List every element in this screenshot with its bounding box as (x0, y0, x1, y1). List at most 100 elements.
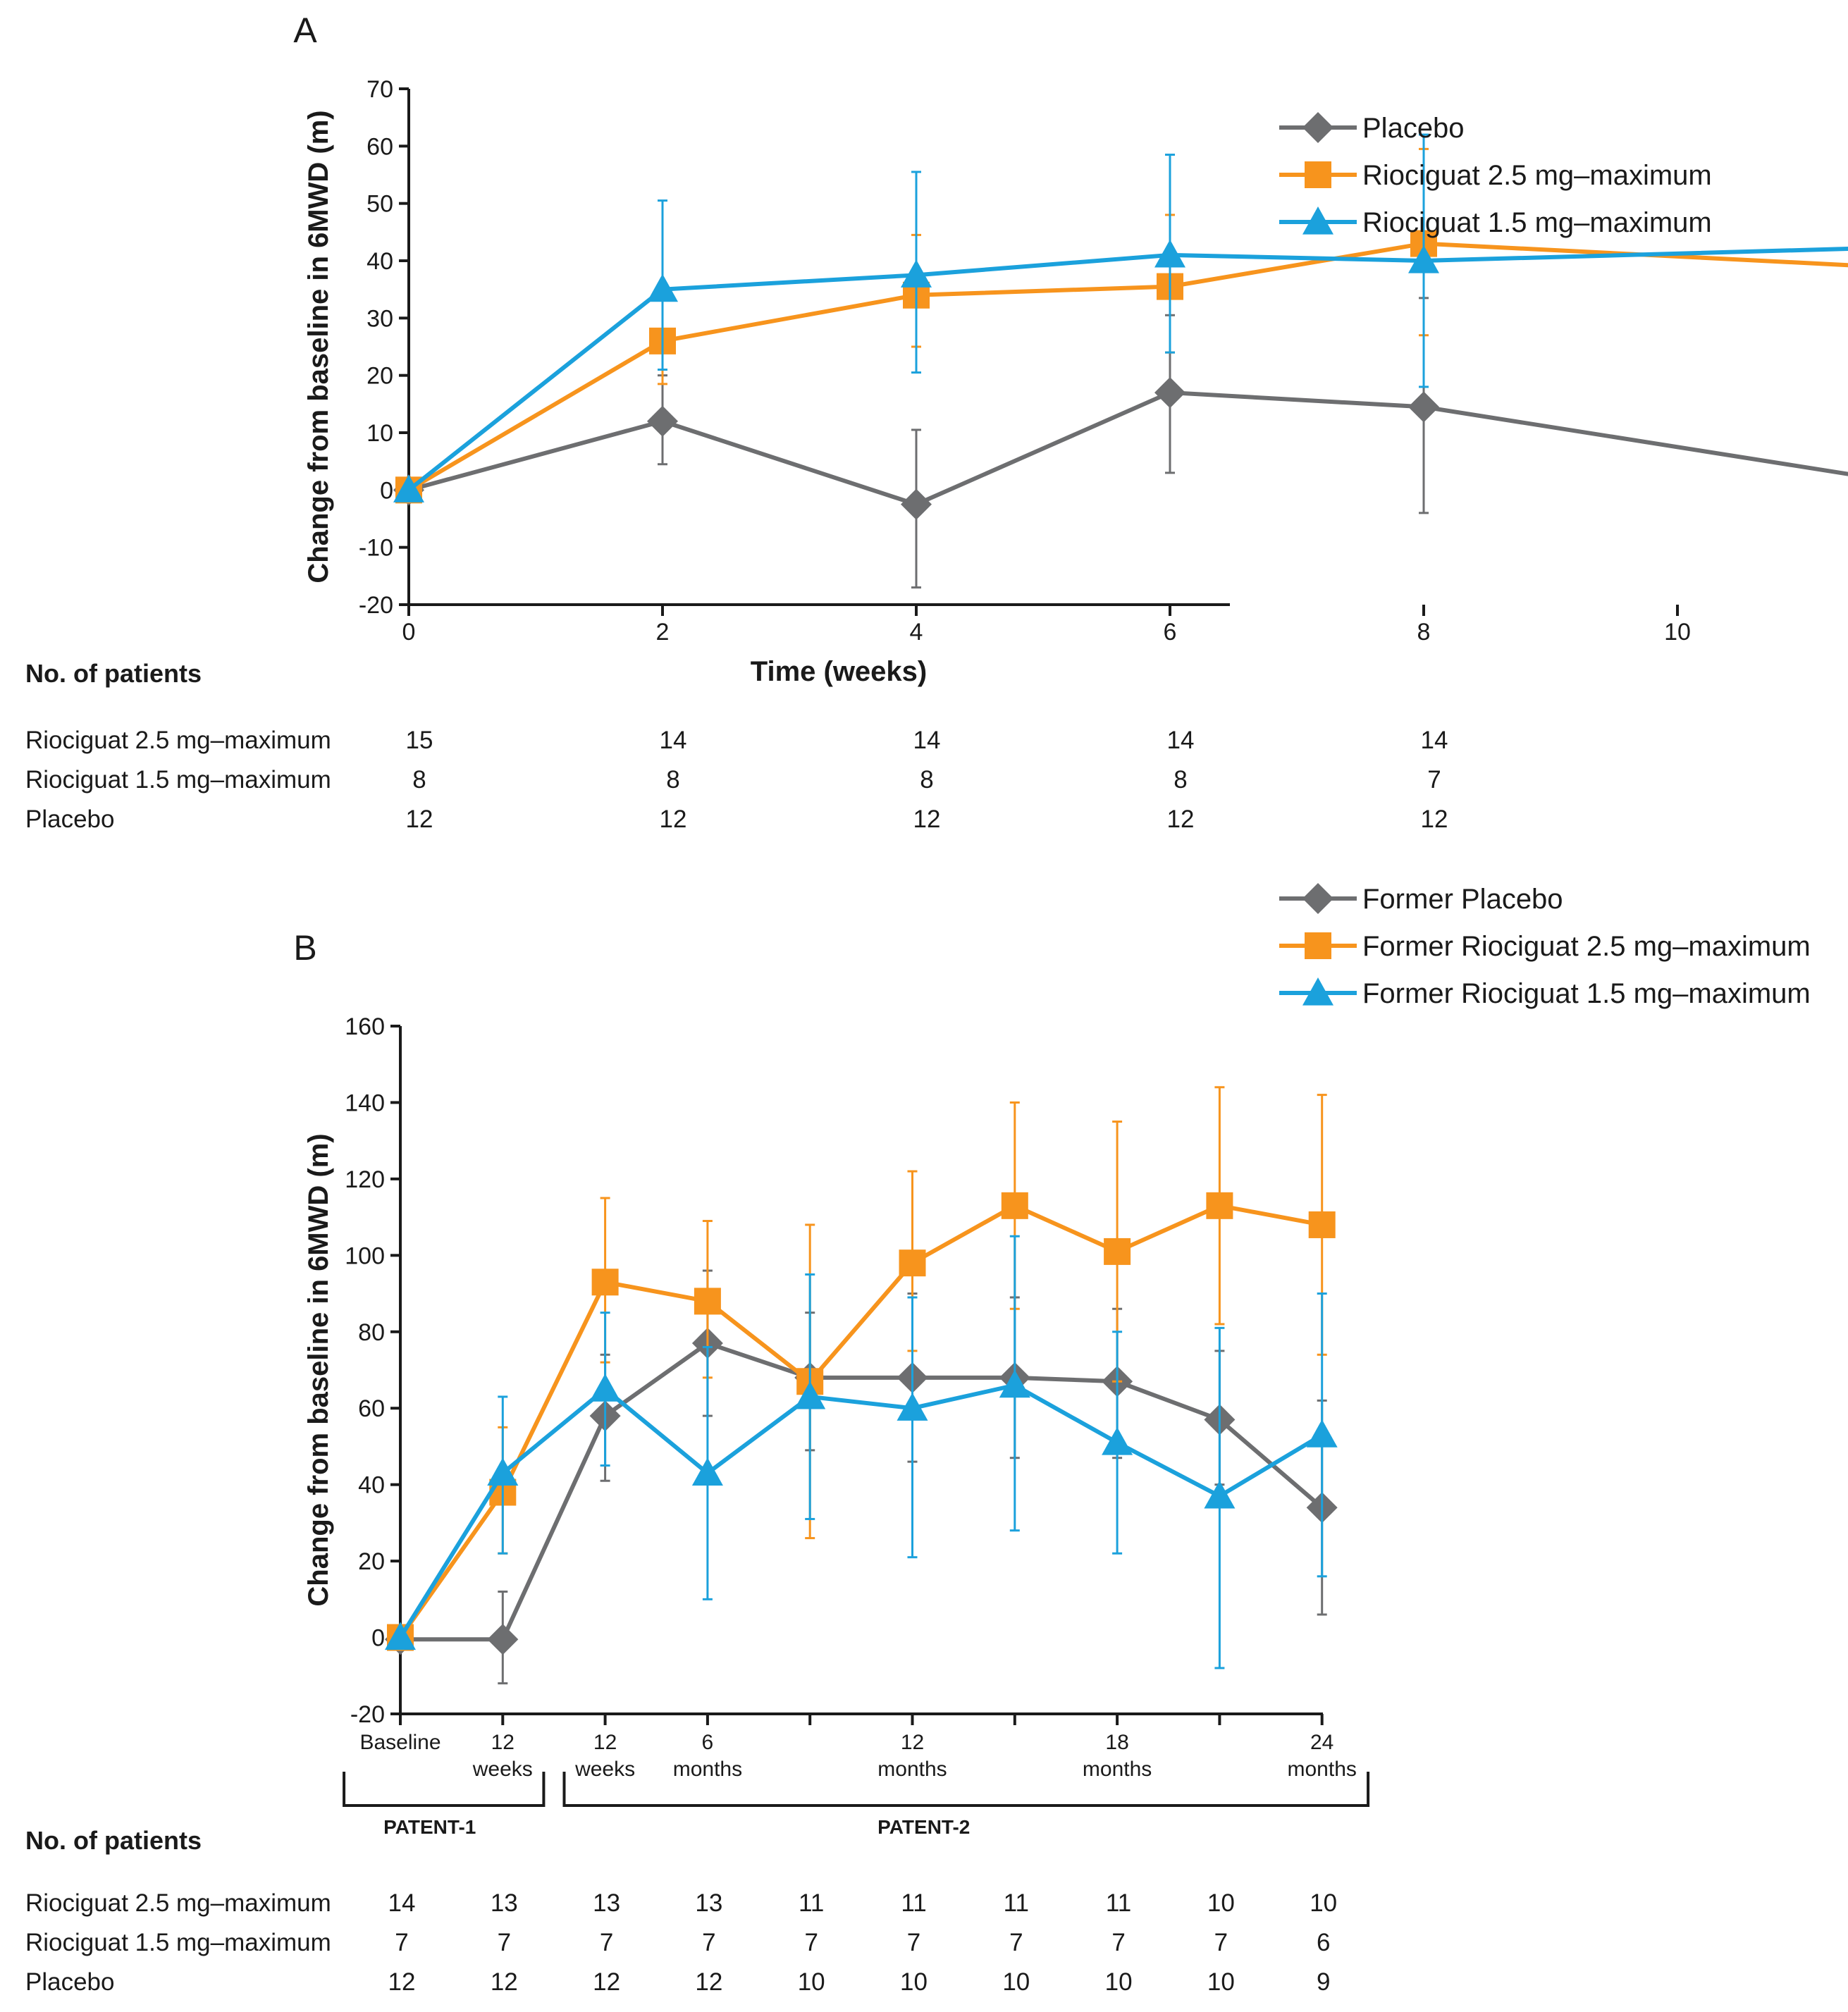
panel-b-data-point (1104, 1238, 1131, 1265)
panel-b-series-line (398, 1203, 1323, 1639)
panel-b-patients-count: 7 (395, 1929, 408, 1956)
panel-b-phase-label: PATENT-2 (877, 1816, 970, 1838)
panel-b-x-tick-label: Baseline (359, 1731, 441, 1754)
panel-b-data-point (1206, 1192, 1233, 1219)
panel-a-y-tick-label: 60 (366, 133, 393, 160)
panel-b-legend-label: Former Placebo (1362, 884, 1563, 915)
panel-a-legend-marker (1302, 206, 1333, 235)
panel-b-legend-label: Former Riociguat 1.5 mg–maximum (1362, 978, 1811, 1009)
panel-a-patients-count: 14 (1167, 727, 1195, 754)
panel-b-legend-marker (1302, 977, 1333, 1006)
panel-b-patients-count: 10 (900, 1968, 928, 1996)
panel-a-legend-label: Riociguat 1.5 mg–maximum (1362, 207, 1712, 238)
panel-b-patients-count: 7 (1111, 1929, 1125, 1956)
panel-b-y-tick-label: -20 (350, 1701, 385, 1728)
panel-a-series-1 (393, 297, 1848, 589)
panel-b-patients-count: 11 (1004, 1889, 1029, 1917)
panel-a-x-axis-label: Time (weeks) (751, 656, 928, 687)
panel-b-data-point (591, 1269, 619, 1296)
panel-a-data-point (1408, 245, 1439, 273)
panel-a-series-line (408, 390, 1848, 507)
panel-b-x-tick-label: months (1083, 1758, 1152, 1781)
panel-a-patients-count: 8 (412, 766, 426, 794)
panel-b-y-tick-label: 20 (358, 1548, 385, 1575)
panel-b-patients-count: 12 (491, 1968, 518, 1996)
panel-b-patients-count: 7 (600, 1929, 613, 1956)
panel-a-y-tick-label: 20 (366, 363, 393, 390)
panel-b-legend-marker (1302, 883, 1333, 914)
panel-a-series-line (407, 246, 1848, 492)
panel-a-patients-count: 12 (660, 806, 687, 833)
panel-b-data-point (794, 1381, 826, 1409)
panel-a-patients-count: 8 (666, 766, 679, 794)
panel-a-x-tick-label: 8 (1417, 619, 1431, 646)
panel-b-data-point (487, 1624, 519, 1655)
panel-b-data-point (1308, 1211, 1336, 1238)
panel-a-x-tick-label: 10 (1664, 619, 1691, 646)
panel-b-patients-count: 6 (1317, 1929, 1330, 1956)
panel-b-patients-count: 10 (1105, 1968, 1133, 1996)
panel-b-x-tick-label: weeks (574, 1758, 635, 1781)
panel-a-patients-count: 12 (406, 806, 433, 833)
panel-b-y-tick-label: 80 (358, 1319, 385, 1346)
panel-b-patients-count: 7 (804, 1929, 818, 1956)
panel-b-data-point (1306, 1419, 1338, 1448)
panel-b-patients-count: 12 (388, 1968, 416, 1996)
panel-b-legend-label: Former Riociguat 2.5 mg–maximum (1362, 931, 1811, 962)
panel-b-chart: B -20 0 20 40 60 80 100 120 140 160 Baseline 12 weeks… (25, 883, 1811, 1996)
panel-b-patients-count: 12 (695, 1968, 722, 1996)
panel-b-patients-count: 11 (901, 1889, 926, 1917)
panel-a-legend-label: Placebo (1362, 113, 1465, 144)
panel-a-x-tick-label: 0 (402, 619, 416, 646)
panel-a-y-tick-label: 0 (380, 477, 393, 504)
panel-a-data-point (901, 488, 932, 520)
panel-a-data-point (647, 273, 678, 302)
panel-b-patients-count: 9 (1317, 1968, 1330, 1996)
panel-b-data-point (899, 1249, 926, 1277)
panel-a-data-point (1154, 377, 1185, 409)
panel-b-phase-label: PATENT-1 (383, 1816, 476, 1838)
panel-a-patients-count: 15 (406, 727, 433, 754)
panel-b-patients-count: 10 (1207, 1889, 1235, 1917)
panel-a-y-axis-label: Change from baseline in 6MWD (m) (303, 110, 334, 583)
panel-b-patients-count: 11 (1106, 1889, 1131, 1917)
panel-b-patients-count: 10 (798, 1968, 825, 1996)
panel-b-data-point (691, 1457, 723, 1486)
panel-b-x-tick-label: 12 (901, 1731, 924, 1754)
panel-b-y-tick-label: 160 (345, 1013, 385, 1040)
panel-a-y-tick-label: -20 (359, 592, 393, 619)
panel-b-patients-count: 13 (695, 1889, 722, 1917)
panel-b-x-tick-label: months (673, 1758, 742, 1781)
panel-a-legend-marker (1302, 112, 1333, 143)
panel-a-y-tick-label: 50 (366, 191, 393, 218)
panel-a-patients-row-label: Riociguat 2.5 mg–maximum (25, 727, 331, 754)
panel-a-chart: A -20 -10 0 10 20 30 40 50 60 70 0 2 4 6 8 10 12 Change fr… (25, 11, 1848, 833)
panel-b-data-point (385, 1622, 416, 1650)
panel-a-patients-count: 14 (660, 727, 687, 754)
panel-b-patients-count: 7 (498, 1929, 511, 1956)
panel-a-x-tick-label: 6 (1164, 619, 1177, 646)
panel-a-patients-count: 8 (920, 766, 933, 794)
panel-a-patients-count: 14 (913, 727, 941, 754)
panel-a-patients-count: 7 (1427, 766, 1441, 794)
panel-b-legend-marker (1305, 932, 1331, 959)
panel-b-series-line (400, 1340, 1324, 1642)
panel-b-series-line (398, 1383, 1324, 1639)
panel-a-data-point (1408, 391, 1439, 423)
panel-b-patients-count: 13 (593, 1889, 620, 1917)
panel-b-y-tick-label: 100 (345, 1242, 385, 1269)
panel-a-legend-label: Riociguat 2.5 mg–maximum (1362, 160, 1712, 191)
panel-b-patients-count: 10 (1310, 1889, 1337, 1917)
panel-a-data-point (393, 474, 424, 502)
panel-b-patients-count: 10 (1002, 1968, 1030, 1996)
panel-b-patients-count: 7 (1214, 1929, 1228, 1956)
panel-b-series-2 (387, 1086, 1336, 1651)
panel-b-patients-count: 7 (702, 1929, 715, 1956)
panel-b-x-tick-label: months (1288, 1758, 1357, 1781)
panel-a-patients-title: No. of patients (25, 659, 202, 688)
panel-b-data-point (1102, 1427, 1133, 1455)
panel-b-patients-count: 12 (593, 1968, 620, 1996)
panel-b-data-point (897, 1393, 928, 1421)
panel-b-y-tick-label: 40 (358, 1472, 385, 1499)
